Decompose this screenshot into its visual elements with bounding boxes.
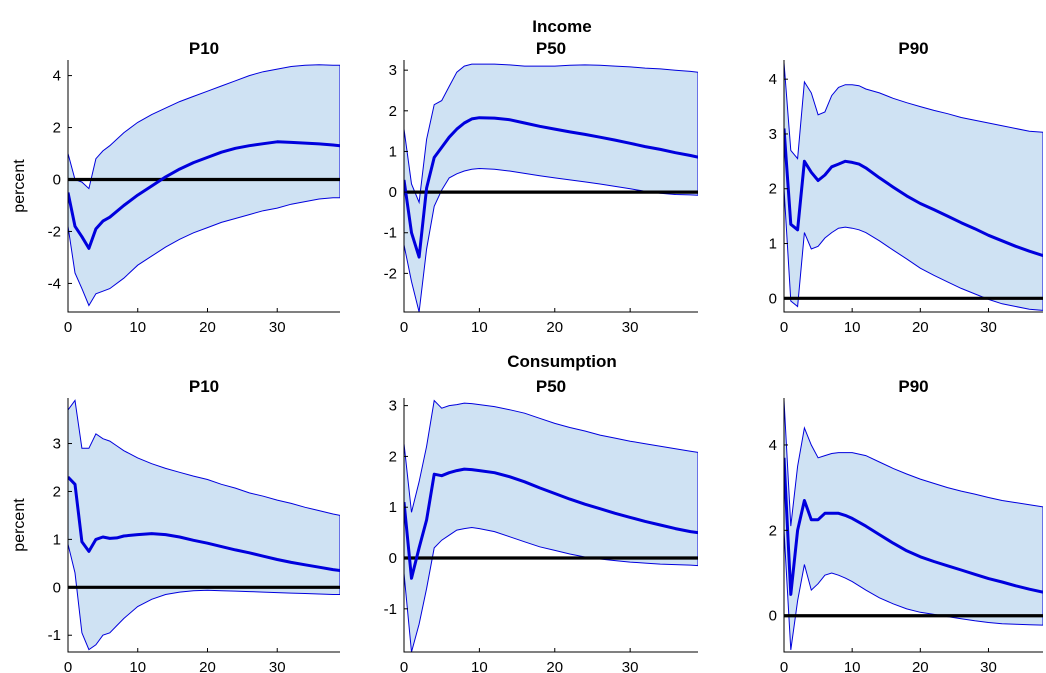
y-tick-label: 2 bbox=[769, 522, 777, 539]
group-title-income: Income bbox=[532, 17, 592, 36]
x-tick-label: 10 bbox=[471, 659, 488, 673]
panel-consumption-p10: 0 10 20 30 -1 0 1 2 3 P10 percent bbox=[11, 377, 340, 673]
x-tick-label: 30 bbox=[622, 659, 639, 673]
y-tick-label: -4 bbox=[48, 275, 61, 292]
median-line bbox=[404, 116, 698, 259]
median-line bbox=[404, 467, 698, 580]
y-tick-label: 1 bbox=[389, 499, 397, 516]
y-tick-label: 3 bbox=[769, 126, 777, 143]
x-tick-label: 0 bbox=[64, 659, 72, 673]
x-tick-label: 30 bbox=[269, 659, 286, 673]
panel-title: P10 bbox=[189, 377, 219, 396]
panel-title: P50 bbox=[536, 377, 566, 396]
y-tick-label: 1 bbox=[389, 143, 397, 160]
plot-area bbox=[404, 63, 698, 312]
plot-area bbox=[784, 62, 1043, 311]
group-title-consumption: Consumption bbox=[507, 352, 617, 371]
panel-title: P10 bbox=[189, 39, 219, 58]
panel-title: P90 bbox=[898, 377, 928, 396]
y-tick-label: 0 bbox=[53, 579, 61, 596]
x-tick-label: 10 bbox=[844, 319, 861, 336]
median-line bbox=[784, 457, 1043, 596]
x-tick-label: 20 bbox=[546, 319, 563, 336]
panel-income-p50: 0 10 20 30 -2 -1 0 1 2 3 P50 bbox=[384, 39, 698, 336]
y-tick-label: -2 bbox=[384, 265, 397, 282]
y-tick-label: 2 bbox=[53, 120, 61, 137]
x-tick-label: 20 bbox=[912, 659, 929, 673]
y-axis-label: percent bbox=[11, 498, 28, 552]
x-tick-label: 20 bbox=[912, 319, 929, 336]
x-tick-label: 0 bbox=[64, 319, 72, 336]
y-tick-label: 0 bbox=[53, 172, 61, 189]
plot-area bbox=[68, 64, 340, 307]
y-tick-label: 0 bbox=[769, 608, 777, 625]
x-tick-label: 0 bbox=[400, 659, 408, 673]
x-tick-label: 10 bbox=[844, 659, 861, 673]
confidence-band bbox=[68, 399, 340, 651]
panel-consumption-p50: 0 10 20 30 -1 0 1 2 3 P50 bbox=[384, 377, 698, 673]
x-tick-label: 10 bbox=[129, 319, 146, 336]
y-tick-label: 0 bbox=[389, 550, 397, 567]
plot-area bbox=[784, 400, 1043, 650]
x-tick-label: 0 bbox=[400, 319, 408, 336]
confidence-band bbox=[404, 63, 698, 312]
panel-income-p90: 0 10 20 30 0 1 2 3 4 P90 bbox=[769, 39, 1043, 336]
y-tick-label: 2 bbox=[53, 483, 61, 500]
x-tick-label: 30 bbox=[980, 659, 997, 673]
y-tick-label: 0 bbox=[389, 184, 397, 201]
panel-title: P50 bbox=[536, 39, 566, 58]
x-tick-label: 0 bbox=[780, 659, 788, 673]
panel-consumption-p90: 0 10 20 30 0 2 4 P90 bbox=[769, 377, 1043, 673]
confidence-band bbox=[68, 64, 340, 307]
x-tick-label: 20 bbox=[546, 659, 563, 673]
confidence-band bbox=[784, 62, 1043, 311]
x-tick-label: 30 bbox=[622, 319, 639, 336]
y-tick-label: -2 bbox=[48, 223, 61, 240]
x-tick-label: 20 bbox=[199, 659, 216, 673]
x-tick-label: 0 bbox=[780, 319, 788, 336]
median-line bbox=[784, 128, 1043, 258]
y-axis-label: percent bbox=[11, 159, 28, 213]
confidence-band bbox=[404, 399, 698, 652]
confidence-band bbox=[784, 400, 1043, 650]
y-tick-label: 1 bbox=[53, 531, 61, 548]
x-tick-label: 10 bbox=[129, 659, 146, 673]
y-tick-label: 3 bbox=[389, 398, 397, 415]
y-tick-label: 4 bbox=[769, 437, 777, 454]
plot-area bbox=[68, 399, 340, 651]
y-tick-label: -1 bbox=[384, 225, 397, 242]
x-tick-label: 20 bbox=[199, 319, 216, 336]
y-tick-label: 4 bbox=[769, 71, 777, 88]
y-tick-label: 4 bbox=[53, 68, 61, 85]
y-tick-label: 3 bbox=[53, 436, 61, 453]
y-tick-label: 2 bbox=[389, 448, 397, 465]
panel-income-p10: 0 10 20 30 -4 -2 0 2 4 P10 percent bbox=[11, 39, 340, 336]
median-line bbox=[68, 140, 340, 250]
plot-area bbox=[404, 399, 698, 652]
y-tick-label: -1 bbox=[384, 601, 397, 618]
panel-title: P90 bbox=[898, 39, 928, 58]
x-tick-label: 30 bbox=[980, 319, 997, 336]
y-tick-label: 2 bbox=[389, 103, 397, 120]
y-tick-label: 2 bbox=[769, 181, 777, 198]
y-tick-label: 3 bbox=[389, 62, 397, 79]
x-tick-label: 30 bbox=[269, 319, 286, 336]
y-tick-label: 1 bbox=[769, 236, 777, 253]
y-tick-label: -1 bbox=[48, 627, 61, 644]
y-tick-label: 0 bbox=[769, 290, 777, 307]
median-line bbox=[68, 476, 340, 572]
x-tick-label: 10 bbox=[471, 319, 488, 336]
